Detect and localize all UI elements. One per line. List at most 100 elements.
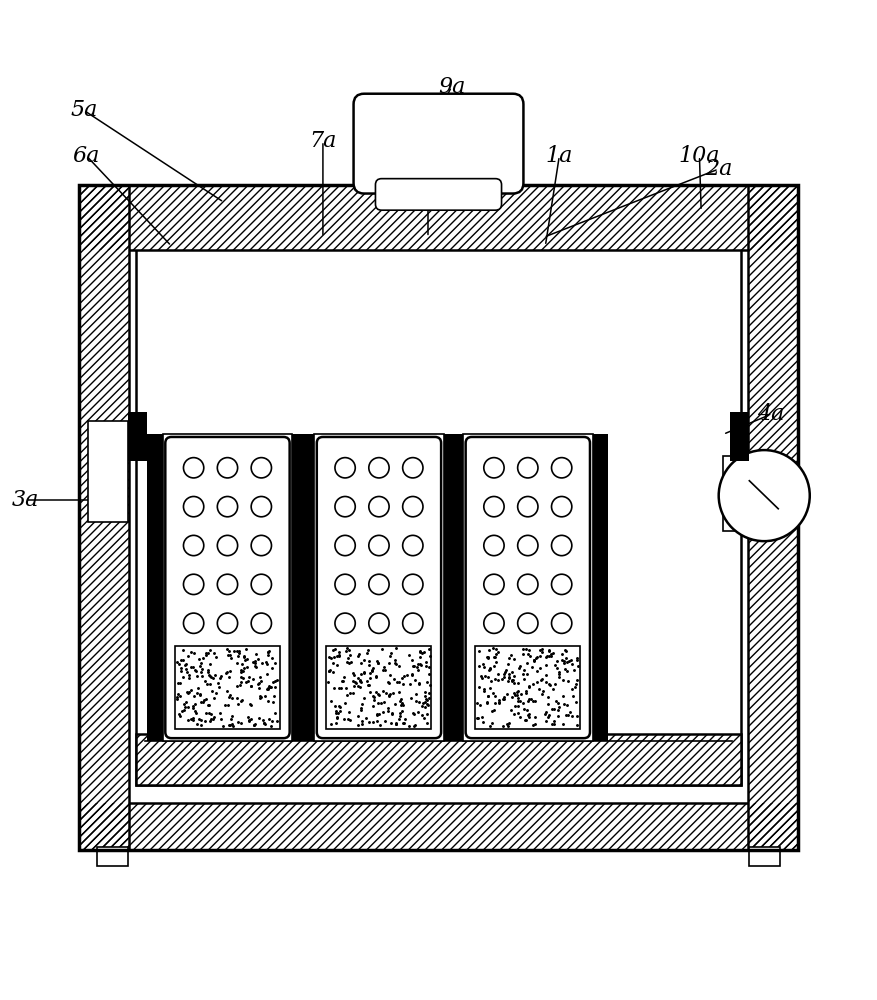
Point	[511, 683, 525, 699]
Point	[510, 684, 524, 700]
Point	[362, 677, 376, 693]
Point	[327, 649, 341, 665]
Point	[209, 649, 223, 665]
Bar	[447, 434, 463, 741]
Point	[223, 687, 237, 703]
Point	[506, 672, 520, 688]
Point	[216, 718, 230, 734]
Text: 2a: 2a	[705, 158, 732, 180]
Bar	[298, 434, 314, 741]
Point	[522, 706, 536, 722]
Circle shape	[552, 458, 572, 478]
Point	[238, 652, 252, 668]
Point	[548, 657, 562, 673]
Point	[196, 668, 210, 684]
Point	[528, 716, 542, 732]
Point	[470, 695, 484, 711]
Point	[349, 675, 363, 691]
Point	[507, 651, 521, 667]
Point	[488, 688, 502, 704]
Point	[488, 702, 502, 718]
Circle shape	[484, 535, 504, 556]
Point	[241, 673, 255, 689]
Point	[488, 649, 503, 665]
Point	[505, 672, 519, 688]
Point	[534, 672, 548, 688]
Point	[346, 665, 360, 681]
Point	[422, 666, 436, 682]
Point	[381, 675, 396, 691]
Point	[346, 673, 360, 689]
Bar	[128, 412, 147, 461]
Circle shape	[183, 613, 203, 633]
Point	[260, 681, 275, 697]
Point	[519, 685, 533, 701]
Point	[530, 663, 544, 679]
Point	[412, 676, 426, 692]
Point	[357, 664, 371, 680]
Point	[370, 713, 384, 729]
Point	[553, 664, 567, 680]
Point	[175, 663, 189, 679]
Point	[560, 650, 574, 666]
Point	[547, 713, 561, 729]
Point	[369, 684, 383, 700]
Point	[410, 659, 424, 675]
Text: 7a: 7a	[310, 130, 337, 152]
Point	[220, 683, 234, 699]
Point	[371, 695, 385, 711]
Point	[541, 696, 555, 712]
Circle shape	[183, 496, 203, 517]
Point	[182, 670, 196, 686]
Point	[261, 644, 275, 660]
Point	[379, 685, 393, 701]
Point	[519, 712, 533, 728]
Point	[267, 688, 282, 704]
Point	[231, 678, 245, 694]
Point	[233, 677, 247, 693]
Point	[363, 665, 377, 681]
Point	[532, 660, 546, 676]
Point	[182, 712, 196, 728]
Circle shape	[369, 574, 389, 595]
Point	[545, 645, 560, 661]
Point	[234, 715, 248, 731]
Point	[252, 675, 266, 691]
Point	[554, 652, 568, 668]
Point	[244, 711, 258, 727]
Point	[205, 683, 219, 699]
Point	[545, 716, 559, 732]
Point	[331, 657, 345, 673]
Point	[324, 650, 339, 666]
Point	[557, 653, 571, 669]
Point	[239, 641, 253, 657]
Point	[502, 656, 516, 672]
Point	[405, 667, 419, 683]
Point	[419, 696, 433, 712]
Point	[237, 660, 251, 676]
Point	[207, 690, 221, 706]
Point	[387, 671, 401, 687]
Point	[203, 697, 217, 713]
Point	[192, 651, 206, 667]
Point	[252, 651, 266, 667]
Point	[396, 715, 410, 731]
Point	[395, 697, 409, 713]
Bar	[89, 421, 128, 522]
Point	[538, 674, 553, 690]
Circle shape	[552, 496, 572, 517]
Point	[480, 649, 494, 665]
Point	[556, 672, 570, 688]
Point	[188, 645, 202, 661]
Point	[189, 703, 203, 719]
Point	[411, 656, 425, 672]
Point	[355, 696, 369, 712]
Point	[416, 695, 430, 711]
Point	[328, 641, 342, 657]
Point	[499, 662, 513, 678]
Point	[542, 707, 556, 723]
Point	[179, 694, 193, 710]
Point	[237, 649, 251, 665]
Point	[527, 652, 541, 668]
Point	[410, 686, 424, 702]
